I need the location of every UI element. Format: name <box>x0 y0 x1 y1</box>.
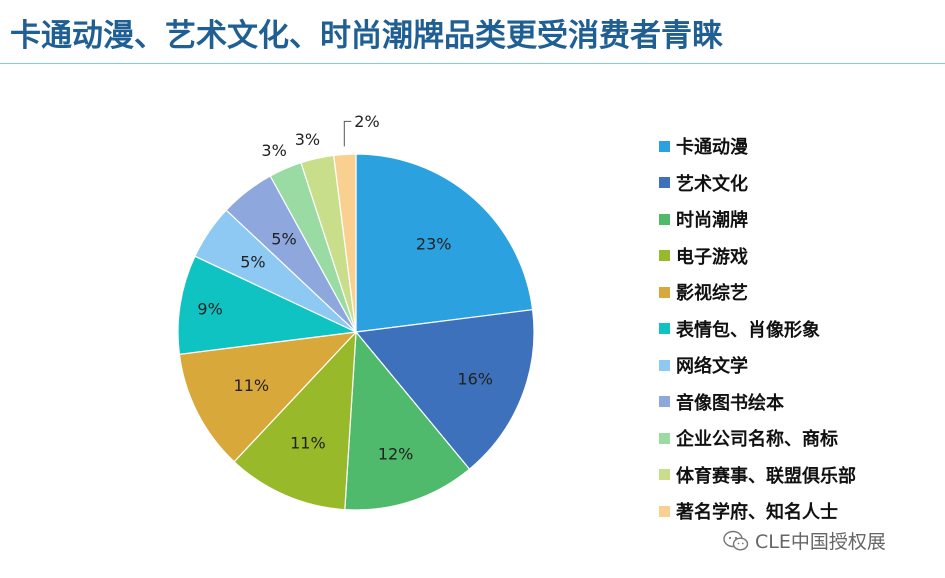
legend-item: 著名学府、知名人士 <box>659 493 856 530</box>
pie-slice <box>355 153 534 333</box>
chart-legend: 卡通动漫艺术文化时尚潮牌电子游戏影视综艺表情包、肖像形象 网络文学音像图书绘本企业… <box>659 128 856 530</box>
slice-data-label: 3% <box>295 130 320 149</box>
slice-data-label: 3% <box>261 141 286 160</box>
legend-item: 时尚潮牌 <box>659 201 856 238</box>
legend-item: 企业公司名称、商标 <box>659 420 856 457</box>
watermark: CLE中国授权展 <box>723 527 886 554</box>
slice-data-label: 2% <box>354 112 379 131</box>
page-title: 卡通动漫、艺术文化、时尚潮牌品类更受消费者青睐 <box>10 18 723 54</box>
slice-data-label: 11% <box>234 376 270 395</box>
legend-swatch <box>659 286 670 298</box>
slice-data-label: 12% <box>378 444 414 463</box>
legend-item: 音像图书绘本 <box>659 384 856 421</box>
pie-slice <box>177 255 359 355</box>
pie-slice <box>178 331 358 463</box>
legend-label: 表情包、肖像形象 <box>676 319 820 341</box>
legend-swatch <box>659 177 670 189</box>
legend-label: 电子游戏 <box>676 246 748 268</box>
legend-item: 体育赛事、联盟俱乐部 <box>659 457 856 494</box>
slice-data-label: 5% <box>271 230 296 249</box>
legend-item: 卡通动漫 <box>659 128 856 165</box>
pie-slice <box>354 309 535 470</box>
legend-swatch <box>659 432 670 444</box>
legend-swatch <box>659 213 670 225</box>
legend-swatch <box>659 323 670 335</box>
slice-data-label: 16% <box>457 370 493 389</box>
title-divider <box>0 63 945 64</box>
legend-label: 体育赛事、联盟俱乐部 <box>676 465 856 487</box>
legend-item: 影视综艺 <box>659 274 856 311</box>
slice-data-label: 5% <box>240 253 265 272</box>
legend-swatch <box>659 140 670 152</box>
slice-data-label: 9% <box>197 299 222 318</box>
legend-swatch <box>659 469 670 481</box>
watermark-text: CLE中国授权展 <box>755 531 886 553</box>
legend-label: 卡通动漫 <box>676 137 748 159</box>
legend-swatch <box>659 359 670 371</box>
slice-data-label: 23% <box>416 234 452 253</box>
legend-label: 时尚潮牌 <box>676 210 748 232</box>
pie-slice <box>344 330 471 511</box>
legend-label: 著名学府、知名人士 <box>676 502 838 524</box>
legend-swatch <box>659 250 670 262</box>
legend-item: 网络文学 <box>659 347 856 384</box>
legend-swatch <box>659 396 670 408</box>
pie-slice <box>333 153 357 333</box>
legend-label: 企业公司名称、商标 <box>676 429 838 451</box>
legend-swatch <box>659 505 670 517</box>
wechat-icon <box>723 530 749 551</box>
legend-label: 艺术文化 <box>676 173 748 195</box>
legend-item: 艺术文化 <box>659 165 856 202</box>
legend-item: 表情包、肖像形象 <box>659 311 856 348</box>
slice-data-label: 11% <box>290 434 326 453</box>
legend-label: 影视综艺 <box>676 283 748 305</box>
legend-item: 电子游戏 <box>659 238 856 275</box>
legend-label: 音像图书绘本 <box>676 392 784 414</box>
legend-label: 网络文学 <box>676 356 748 378</box>
leader-line <box>343 120 352 147</box>
pie-slice <box>233 330 357 511</box>
